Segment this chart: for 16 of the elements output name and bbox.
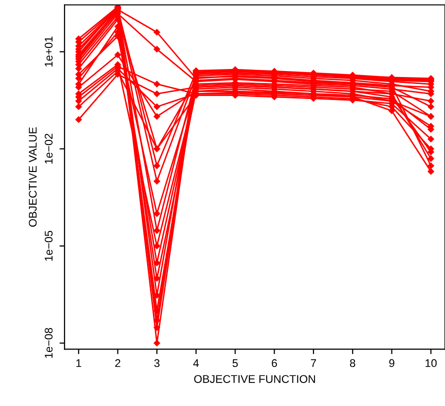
x-tick-label: 7 [310, 359, 316, 367]
y-tick-label: 1e−05 [44, 230, 53, 261]
x-axis-title: OBJECTIVE FUNCTION [194, 375, 315, 383]
x-tick-label: 3 [154, 359, 160, 368]
y-tick-label: 1e−02 [44, 134, 53, 164]
x-tick-label: 8 [350, 359, 356, 368]
x-tick-label: 2 [115, 359, 120, 367]
x-tick-label: 10 [426, 359, 437, 368]
x-tick-label: 6 [272, 359, 277, 368]
x-tick-label: 5 [232, 359, 238, 368]
x-tick-label: 4 [193, 359, 199, 367]
y-axis-title: OBJECTIVE VALUE [28, 127, 37, 227]
x-tick-label: 1 [76, 359, 82, 367]
x-tick-label: 9 [389, 359, 394, 368]
y-tick-label: 1e−08 [44, 328, 53, 358]
y-tick-label: 1e+01 [44, 36, 53, 66]
